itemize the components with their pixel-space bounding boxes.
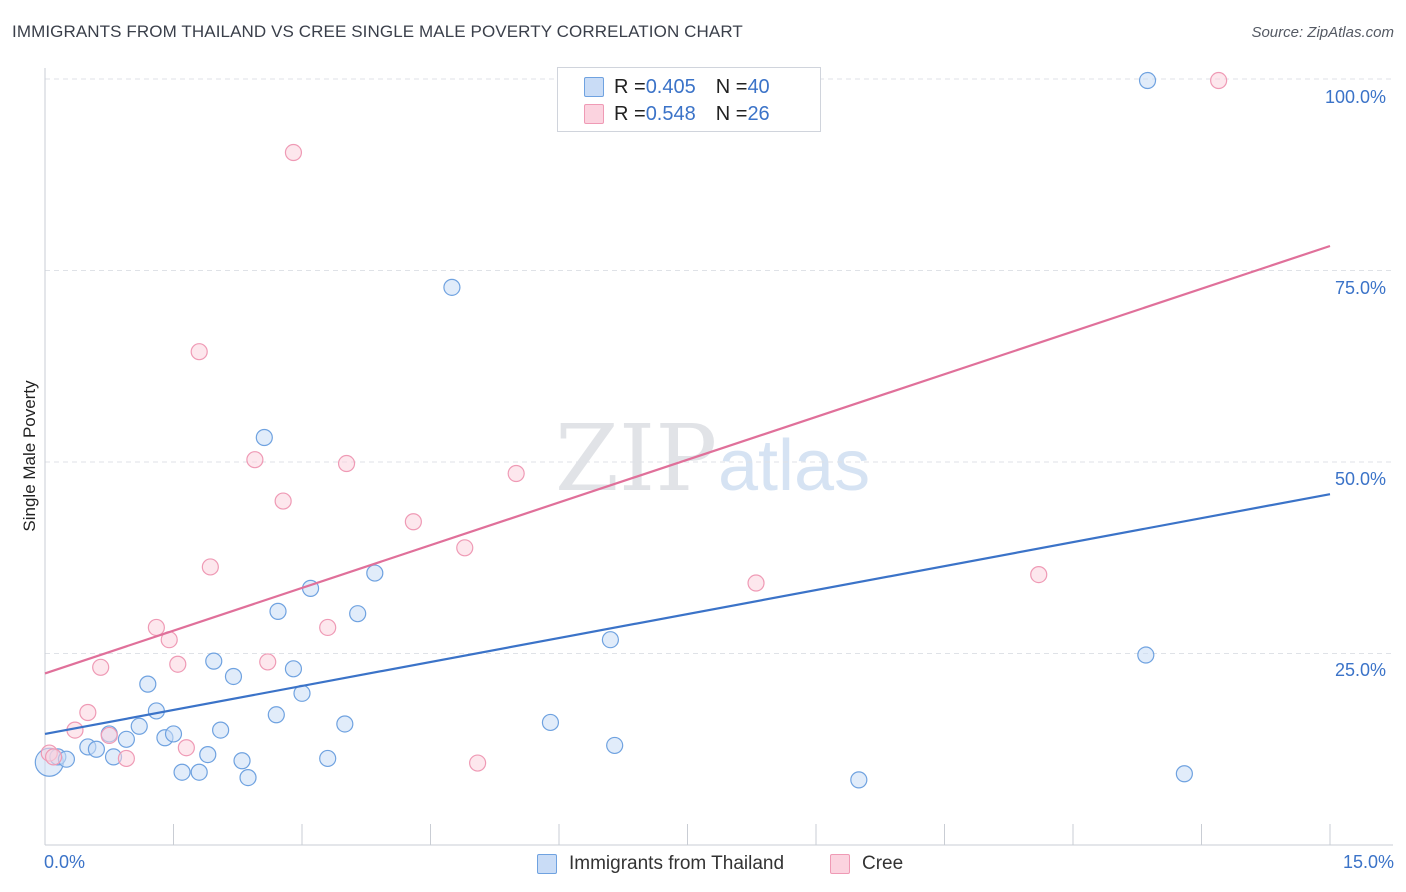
y-tick-label-50: 50.0%: [1334, 469, 1386, 489]
cree-point: [469, 754, 487, 772]
cree-trend-line: [44, 244, 1331, 675]
cree-legend-swatch: [830, 854, 850, 874]
thailand-point: [349, 605, 367, 623]
chart-title: IMMIGRANTS FROM THAILAND VS CREE SINGLE …: [12, 22, 743, 41]
thailand-point: [212, 721, 230, 739]
cree-point: [147, 618, 165, 637]
thailand-point: [224, 667, 243, 686]
thailand-point: [199, 746, 217, 764]
thailand-legend-label: Immigrants from Thailand: [569, 853, 785, 874]
legend-row-cree: R = 0.548 N = 26: [584, 101, 770, 127]
cree-point: [319, 618, 337, 637]
cree-point: [456, 539, 474, 557]
cree-point: [1030, 566, 1048, 584]
r-label: R =: [614, 102, 646, 125]
thailand-point: [233, 752, 251, 770]
r-value-thailand: 0.405: [645, 75, 696, 98]
thailand-point: [284, 660, 303, 678]
y-axis-title: Single Male Poverty: [20, 380, 39, 532]
thailand-point: [336, 715, 354, 733]
cree-point: [747, 574, 765, 592]
cree-point: [337, 454, 356, 473]
thailand-point: [164, 725, 183, 743]
thailand-point: [601, 631, 620, 649]
thailand-point: [255, 428, 273, 447]
y-tick-label-100: 100.0%: [1324, 87, 1386, 107]
thailand-swatch: [584, 77, 604, 97]
cree-point: [201, 558, 219, 576]
thailand-point: [173, 763, 191, 781]
thailand-point: [1175, 765, 1193, 783]
watermark-atlas: atlas: [718, 426, 870, 506]
thailand-point: [1137, 646, 1155, 664]
y-tick-label-25: 25.0%: [1334, 660, 1386, 680]
cree-point: [44, 748, 63, 766]
r-value-cree: 0.548: [645, 102, 696, 125]
cree-point: [92, 658, 110, 676]
cree-point: [284, 143, 303, 162]
cree-point: [404, 513, 422, 531]
thailand-trend-line: [44, 493, 1331, 736]
cree-point: [79, 703, 97, 722]
cree-point: [246, 451, 264, 469]
cree-point: [190, 343, 208, 361]
n-value-thailand: 40: [747, 75, 770, 98]
thailand-point: [1138, 71, 1157, 90]
cree-legend-label: Cree: [862, 853, 904, 874]
r-label: R =: [614, 75, 646, 98]
thailand-point: [190, 763, 208, 781]
thailand-legend-swatch: [537, 854, 557, 874]
x-min-label: 0.0%: [44, 852, 86, 872]
thailand-point: [269, 602, 287, 620]
thailand-point: [606, 736, 624, 755]
cree-point: [1210, 71, 1228, 90]
thailand-point: [541, 713, 560, 732]
cree-point: [117, 749, 135, 768]
n-label: N =: [715, 102, 748, 125]
y-tick-label-75: 75.0%: [1334, 278, 1386, 298]
cree-point: [274, 492, 292, 510]
thailand-point: [130, 717, 148, 735]
source-credit: Source: ZipAtlas.com: [1251, 24, 1394, 41]
cree-point: [507, 464, 525, 483]
cree-point: [259, 653, 277, 671]
thailand-point: [87, 740, 106, 758]
thailand-point: [850, 771, 868, 789]
thailand-point: [239, 768, 257, 787]
legend-item-thailand[interactable]: Immigrants from Thailand: [537, 850, 784, 878]
thailand-point: [205, 652, 223, 670]
x-max-label: 15.0%: [1342, 852, 1394, 872]
thailand-point: [147, 702, 165, 720]
correlation-legend: R = 0.405 N = 40 R = 0.548 N = 26: [557, 67, 821, 132]
n-value-cree: 26: [747, 102, 770, 125]
n-label: N =: [715, 75, 748, 98]
cree-point: [177, 739, 195, 757]
cree-swatch: [584, 104, 604, 124]
thailand-point: [443, 278, 461, 296]
thailand-point: [366, 564, 384, 582]
legend-item-cree[interactable]: Cree: [830, 850, 903, 878]
thailand-point: [117, 730, 135, 748]
cree-point: [169, 655, 187, 673]
cree-point: [100, 726, 118, 745]
legend-row-thailand: R = 0.405 N = 40: [584, 74, 770, 100]
thailand-point: [267, 706, 285, 724]
thailand-point: [139, 675, 157, 693]
thailand-point: [319, 749, 337, 768]
